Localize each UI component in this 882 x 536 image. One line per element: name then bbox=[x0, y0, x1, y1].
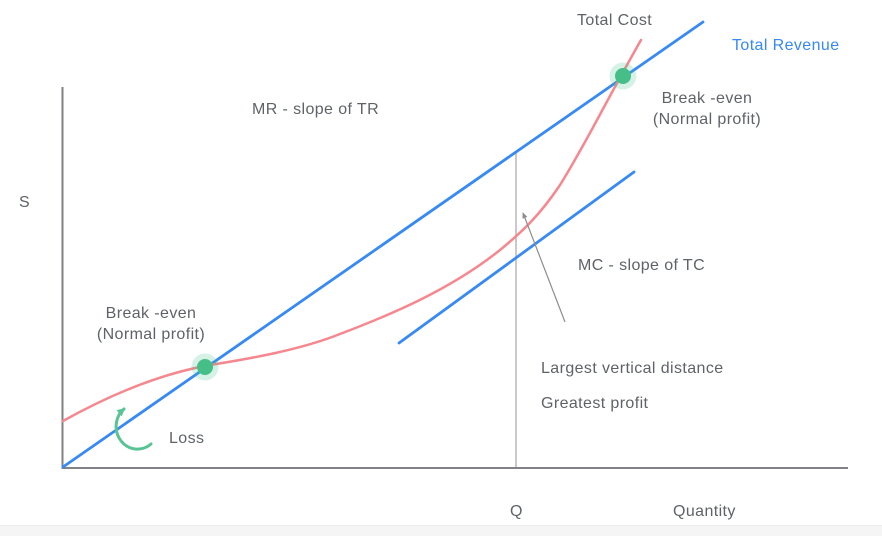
lower-breakeven-dot bbox=[197, 359, 213, 375]
total-revenue-line bbox=[61, 20, 705, 469]
upper-breakeven-label: Break -even (Normal profit) bbox=[637, 88, 777, 130]
greatest-profit-label: Greatest profit bbox=[541, 395, 649, 412]
upper-breakeven-dot bbox=[615, 68, 631, 84]
mr-note-label: MR - slope of TR bbox=[252, 101, 380, 118]
total-cost-curve bbox=[61, 38, 643, 423]
lower-breakeven-line1: Break -even bbox=[105, 305, 197, 322]
total-revenue-label: Total Revenue bbox=[732, 37, 840, 54]
lower-breakeven-line2: (Normal profit) bbox=[96, 326, 206, 343]
upper-breakeven-line2: (Normal profit) bbox=[652, 111, 762, 128]
bottom-strip bbox=[0, 525, 882, 536]
loss-label: Loss bbox=[169, 430, 205, 447]
mc-note-label: MC - slope of TC bbox=[578, 257, 706, 274]
mc-tangent-line bbox=[397, 170, 636, 345]
y-axis-label: S bbox=[19, 194, 31, 211]
q-marker-label: Q bbox=[510, 503, 523, 520]
loss-arrow bbox=[114, 407, 153, 451]
mc-annotation-arrow bbox=[522, 212, 566, 323]
largest-distance-label: Largest vertical distance bbox=[541, 360, 724, 377]
total-cost-label: Total Cost bbox=[577, 12, 653, 29]
lower-breakeven-label: Break -even (Normal profit) bbox=[81, 303, 221, 345]
upper-breakeven-line1: Break -even bbox=[661, 90, 753, 107]
x-axis-label: Quantity bbox=[673, 503, 736, 520]
